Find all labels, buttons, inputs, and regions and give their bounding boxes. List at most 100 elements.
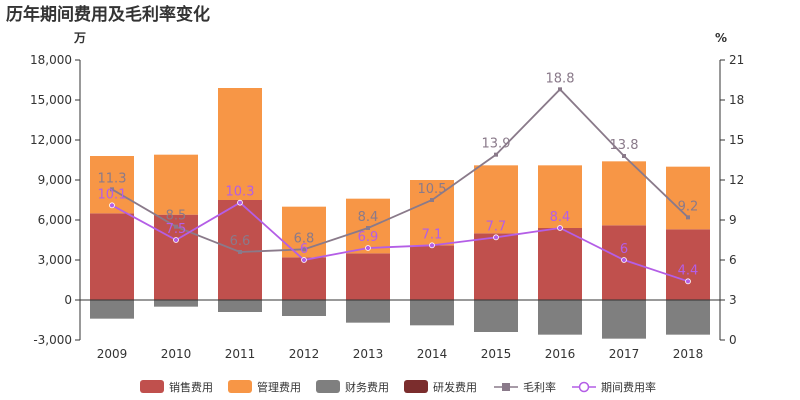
left-tick-label: -3,000 [33, 333, 72, 347]
bar-2-2009 [90, 300, 134, 319]
bar-2-2016 [538, 300, 582, 335]
bar-2-2013 [346, 300, 390, 323]
bar-0-2015 [474, 233, 518, 300]
right-tick-label: 18 [729, 93, 744, 107]
right-tick-label: 21 [729, 53, 744, 67]
legend-swatch-3[interactable] [404, 380, 428, 393]
legend-label-0: 销售费用 [169, 380, 213, 394]
data-label-1-5: 7.1 [422, 227, 443, 242]
data-label-0-6: 13.9 [482, 137, 511, 152]
right-tick-label: 3 [729, 293, 737, 307]
data-label-0-1: 8.5 [166, 209, 187, 224]
data-label-1-0: 10.1 [98, 187, 127, 202]
left-tick-label: 0 [64, 293, 72, 307]
x-tick-label: 2018 [673, 347, 704, 361]
point-0-1 [174, 224, 178, 229]
x-tick-label: 2013 [353, 347, 384, 361]
data-label-1-4: 6.9 [358, 230, 379, 245]
point-1-8 [621, 257, 627, 263]
lines-group: 11.3 8.5 6.6 6.8 8.4 10.5 13.9 18.8 13.8 9.2 10.1 7… [98, 71, 699, 285]
data-label-1-2: 10.3 [226, 185, 255, 200]
bar-0-2014 [410, 245, 454, 300]
point-0-7 [558, 87, 562, 92]
line-0 [111, 88, 689, 253]
left-tick-label: 12,000 [30, 133, 72, 147]
data-label-1-8: 6 [620, 242, 628, 257]
point-0-2 [238, 250, 242, 254]
point-1-6 [493, 234, 499, 241]
legend-swatch-0[interactable] [140, 380, 164, 393]
bar-1-2018 [666, 166, 710, 230]
bar-2-2010 [154, 300, 198, 307]
point-0-9 [686, 215, 690, 220]
right-tick-label: 15 [729, 133, 744, 147]
legend-swatch-2[interactable] [316, 380, 340, 393]
bar-2-2017 [602, 300, 646, 339]
axes-group: -3,000 0 3,000 6,000 9,000 12,000 15,000 18,000… [30, 53, 744, 361]
legend-label-1: 管理费用 [257, 380, 301, 394]
data-label-0-5: 10.5 [418, 182, 447, 197]
point-0-3 [302, 247, 306, 252]
data-label-0-3: 6.8 [294, 231, 315, 246]
left-tick-label: 6,000 [38, 213, 72, 227]
point-0-4 [366, 226, 370, 230]
data-label-0-2: 6.6 [230, 234, 251, 249]
bars-group [90, 88, 710, 339]
x-tick-label: 2009 [97, 347, 128, 361]
x-tick-label: 2017 [609, 347, 640, 361]
bar-0-2016 [538, 228, 582, 300]
point-0-5 [430, 198, 434, 202]
legend-label-2: 财务费用 [345, 380, 389, 394]
point-0-6 [494, 152, 498, 157]
bar-2-2011 [218, 300, 262, 312]
data-label-1-6: 7.7 [486, 219, 507, 234]
data-label-0-8: 13.8 [610, 138, 639, 153]
data-label-1-1: 7.5 [166, 222, 187, 237]
right-tick-label: 9 [729, 213, 737, 227]
right-tick-label: 0 [729, 333, 737, 347]
line-1 [111, 201, 689, 283]
x-tick-label: 2010 [161, 347, 192, 361]
legend-label-5: 期间费用率 [601, 380, 656, 394]
legend-label-4: 毛利率 [523, 380, 556, 394]
legend-label-3: 研发费用 [433, 380, 477, 394]
legend-marker-5 [578, 381, 590, 393]
bar-2-2015 [474, 300, 518, 332]
x-tick-label: 2015 [481, 347, 512, 361]
left-unit: 万 [73, 31, 86, 45]
bar-0-2012 [282, 257, 326, 300]
point-1-0 [109, 202, 115, 209]
chart-title: 历年期间费用及毛利率变化 [6, 4, 210, 25]
legend-marker-4 [502, 383, 510, 391]
bar-1-2016 [538, 165, 582, 228]
left-tick-label: 3,000 [38, 253, 72, 267]
bar-1-2017 [602, 161, 646, 226]
bar-2-2018 [666, 300, 710, 335]
point-0-0 [110, 187, 114, 192]
point-0-8 [622, 154, 626, 158]
data-label-0-7: 18.8 [546, 71, 575, 86]
point-1-1 [173, 237, 179, 243]
x-tick-label: 2016 [545, 347, 576, 361]
point-1-3 [301, 257, 307, 263]
legend: 销售费用 管理费用 财务费用 研发费用 毛利率 期间费用率 [140, 380, 656, 394]
data-label-1-7: 8.4 [550, 210, 571, 225]
bar-0-2018 [666, 229, 710, 300]
right-tick-label: 6 [729, 253, 737, 267]
point-1-5 [429, 242, 435, 249]
data-label-1-9: 4.4 [678, 263, 699, 278]
point-1-4 [365, 245, 371, 251]
data-label-0-4: 8.4 [358, 210, 379, 225]
data-label-1-3: 6 [300, 242, 308, 257]
bar-0-2010 [154, 214, 198, 300]
left-tick-label: 15,000 [30, 93, 72, 107]
x-tick-label: 2011 [225, 347, 256, 361]
bar-2-2014 [410, 300, 454, 326]
point-1-9 [685, 278, 691, 285]
data-label-0-9: 9.2 [678, 199, 699, 214]
point-1-2 [237, 199, 243, 206]
left-tick-label: 18,000 [30, 53, 72, 67]
legend-swatch-1[interactable] [228, 380, 252, 393]
bar-1-2014 [410, 180, 454, 246]
